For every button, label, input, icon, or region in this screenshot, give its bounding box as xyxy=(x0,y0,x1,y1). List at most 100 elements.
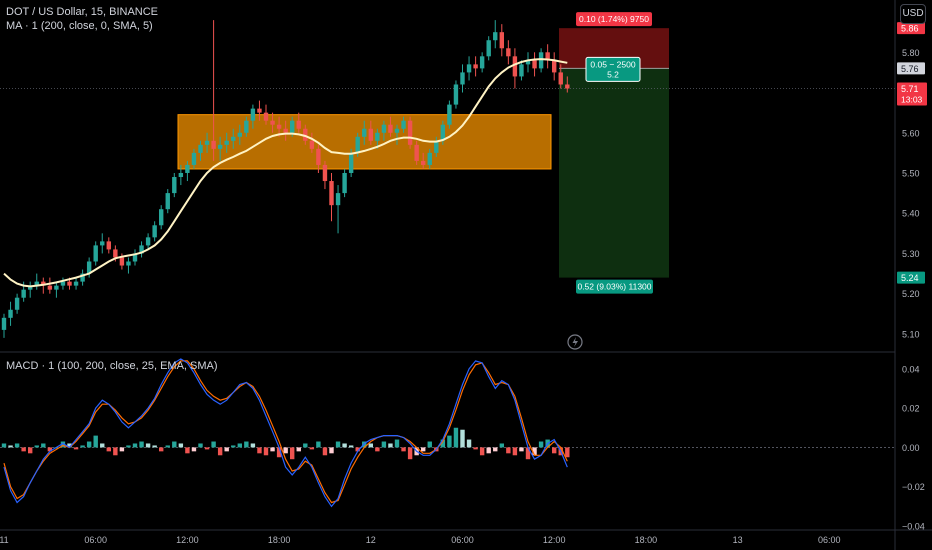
histogram-bar xyxy=(60,441,66,448)
histogram-bar xyxy=(100,443,105,448)
candle xyxy=(342,168,347,198)
histogram-bar xyxy=(237,443,242,448)
entry-price-tag-box xyxy=(897,62,925,75)
entry-label-qty: 0.05 − 2500 xyxy=(590,59,635,69)
candle xyxy=(499,24,504,57)
target-label: 0.52 (9.03%) 11300 xyxy=(577,282,651,292)
candle-body xyxy=(421,160,426,165)
candle xyxy=(1,313,7,338)
histogram-bar xyxy=(165,445,170,448)
candle-body xyxy=(434,140,439,153)
candle xyxy=(532,52,537,77)
candle xyxy=(381,120,387,141)
histogram-bar xyxy=(538,441,544,448)
price-tick-label: 5.10 xyxy=(902,329,920,339)
candle xyxy=(73,277,79,290)
candle xyxy=(231,128,236,149)
entry-label-box xyxy=(585,56,641,82)
candle xyxy=(414,140,419,165)
candle-body xyxy=(54,285,59,290)
histogram-bar xyxy=(93,435,98,448)
candle xyxy=(145,233,151,250)
candle xyxy=(368,120,373,145)
candle xyxy=(309,132,315,153)
candle xyxy=(178,164,184,186)
candle-body xyxy=(257,108,262,113)
candle xyxy=(303,124,308,145)
candle-body xyxy=(198,144,203,153)
moving-average-line xyxy=(3,58,568,288)
candle-body xyxy=(41,281,46,286)
candle-body xyxy=(231,136,236,141)
candle xyxy=(421,152,426,169)
target-zone xyxy=(559,68,669,278)
candle-body xyxy=(375,132,380,141)
candle-body xyxy=(519,64,524,77)
candle xyxy=(54,281,59,298)
candle-body xyxy=(165,193,170,210)
histogram-bar xyxy=(388,443,393,448)
candle-body xyxy=(545,52,550,61)
candle-body xyxy=(447,104,452,125)
ma-legend[interactable]: MA · 1 (200, close, 0, SMA, 5) xyxy=(6,20,153,32)
stop-label-box xyxy=(576,12,652,27)
candle-body xyxy=(479,56,485,69)
entry-label-ratio: 5.2 xyxy=(607,69,619,79)
candle xyxy=(244,116,249,137)
candle-body xyxy=(493,32,498,41)
histogram-bar xyxy=(407,447,413,460)
histogram-bar xyxy=(244,441,249,448)
candle-body xyxy=(126,261,131,266)
histogram-bar xyxy=(159,447,164,452)
candle xyxy=(204,132,210,153)
histogram-bar xyxy=(152,445,157,448)
histogram-bar xyxy=(401,447,406,452)
candle xyxy=(60,277,66,290)
candle xyxy=(172,172,177,198)
target-price-tag-box xyxy=(897,271,925,284)
histogram-bar xyxy=(348,445,354,448)
candle-body xyxy=(185,164,190,173)
candle xyxy=(512,48,518,89)
candle-body xyxy=(152,225,157,238)
candle-body xyxy=(348,152,354,173)
histogram-bar xyxy=(394,439,400,448)
candle xyxy=(519,60,524,81)
histogram-bar xyxy=(342,443,347,448)
candle-body xyxy=(342,172,347,194)
histogram-bar xyxy=(329,447,334,454)
candle xyxy=(165,189,170,214)
candle xyxy=(28,281,33,298)
price-tick-label: 5.50 xyxy=(902,168,920,178)
candle-body xyxy=(440,124,446,141)
candle-body xyxy=(532,60,537,69)
histogram-bar xyxy=(119,447,125,452)
candle-body xyxy=(506,48,511,57)
histogram-bar xyxy=(283,447,288,454)
histogram-bar xyxy=(217,447,223,456)
candle-body xyxy=(67,281,72,286)
candle-body xyxy=(47,285,53,290)
candle xyxy=(375,128,380,149)
price-tick-label: 5.80 xyxy=(902,48,920,58)
currency-button[interactable]: USD xyxy=(900,4,926,24)
candle xyxy=(434,136,439,157)
ma-polyline xyxy=(3,58,568,288)
candle-body xyxy=(100,241,105,246)
replay-icon[interactable] xyxy=(567,334,583,350)
candle xyxy=(362,120,367,145)
candle-body xyxy=(191,152,197,165)
histogram-bar xyxy=(421,447,426,452)
candle-body xyxy=(178,172,184,178)
candle-body xyxy=(453,84,459,105)
candle-body xyxy=(28,285,33,290)
candle-body xyxy=(237,132,242,137)
macd-legend[interactable]: MACD · 1 (100, 200, close, 25, EMA, SMA) xyxy=(6,360,218,372)
symbol-legend[interactable]: DOT / US Dollar, 15, BINANCE xyxy=(6,6,159,18)
candle-body xyxy=(34,281,39,286)
candle xyxy=(479,52,485,73)
candle xyxy=(565,76,570,93)
